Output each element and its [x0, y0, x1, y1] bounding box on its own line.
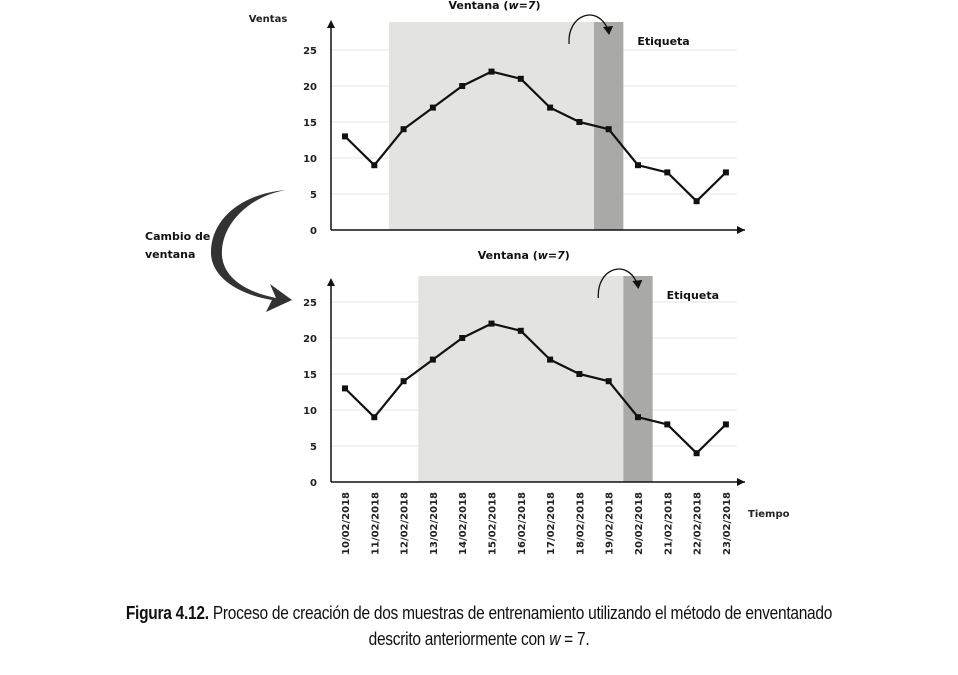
data-point [605, 126, 612, 133]
data-point [693, 198, 700, 205]
shift-arrow-icon [568, 14, 609, 45]
data-point [400, 126, 407, 133]
series-line [344, 322, 727, 455]
y-axis-title: Ventas [249, 14, 288, 25]
data-point [488, 68, 495, 75]
y-tick-label: 10 [303, 406, 317, 417]
y-tick-label: 5 [310, 442, 317, 453]
x-tick-label: 23/02/2018 [722, 492, 733, 555]
figure-caption: Figura 4.12. Proceso de creación de dos … [67, 600, 891, 652]
window-region [418, 276, 624, 482]
caption-variable: w [549, 629, 561, 649]
caption-text-line2a: descrito anteriormente con [368, 629, 550, 649]
data-point [576, 371, 583, 377]
chart-top: 0 5 10 15 20 25 Ventas Ventana (w=7) Etiqueta [249, 0, 745, 237]
transition-text-line1: Cambio de [145, 230, 210, 243]
y-tick-label: 20 [303, 82, 317, 93]
data-point [722, 421, 729, 428]
y-tick-label: 0 [310, 478, 317, 489]
y-axis-arrow-icon [327, 278, 335, 286]
series-line [344, 70, 727, 203]
data-point [429, 356, 436, 363]
data-point [342, 133, 348, 140]
shift-arrow-icon [597, 268, 638, 299]
caption-text-line2b: = 7. [560, 629, 590, 649]
data-point [371, 162, 378, 169]
x-tick-label: 13/02/2018 [429, 492, 440, 555]
label-text: Etiqueta [667, 289, 719, 302]
y-tick-label: 0 [310, 226, 317, 237]
label-text: Etiqueta [637, 35, 689, 48]
y-axis-arrow-icon [327, 20, 335, 28]
data-point [722, 169, 729, 176]
x-tick-label: 11/02/2018 [370, 492, 381, 555]
x-tick-label: 15/02/2018 [488, 492, 499, 555]
data-point [664, 421, 671, 428]
data-point [429, 104, 436, 111]
x-axis-arrow-icon [737, 226, 745, 234]
y-tick-label: 25 [303, 46, 317, 57]
window-region [388, 22, 595, 230]
x-axis-title: Tiempo [748, 509, 790, 520]
shift-arrowhead-icon [632, 280, 643, 289]
caption-label: Figura 4.12. [125, 603, 209, 623]
shift-arrowhead-icon [603, 26, 614, 35]
x-tick-label: 21/02/2018 [663, 492, 674, 555]
window-label: Ventana (w=7) [478, 249, 570, 262]
data-point [517, 327, 524, 334]
x-tick-label: 10/02/2018 [341, 492, 352, 555]
chart-bottom: 0 5 10 15 20 25 Ventana (w=7) Etiqueta 10/02/201… [303, 249, 790, 555]
y-tick-label: 25 [303, 298, 317, 309]
y-tick-label: 5 [310, 190, 317, 201]
data-point [547, 356, 554, 363]
x-tick-label: 17/02/2018 [546, 492, 557, 555]
data-point [517, 75, 524, 82]
window-label: Ventana (w=7) [448, 0, 540, 12]
data-point [488, 320, 495, 327]
figure: 0 5 10 15 20 25 Ventas Ventana (w=7) Etiqueta 0 5… [145, 0, 790, 555]
x-tick-label: 18/02/2018 [575, 492, 586, 555]
data-point [400, 378, 407, 385]
data-point [547, 104, 554, 111]
data-point [605, 378, 612, 385]
caption-text-line1: Proceso de creación de dos muestras de e… [208, 603, 833, 623]
window-shift-arrow-icon [210, 190, 292, 312]
label-region [623, 276, 653, 482]
x-axis-arrow-icon [737, 478, 745, 486]
data-point [576, 119, 583, 125]
data-point [664, 169, 671, 176]
y-tick-label: 20 [303, 334, 317, 345]
y-tick-label: 10 [303, 154, 317, 165]
x-tick-label: 19/02/2018 [605, 492, 616, 555]
data-point [459, 83, 466, 89]
data-point [693, 450, 700, 457]
x-tick-label: 16/02/2018 [517, 492, 528, 555]
data-point [635, 414, 641, 421]
x-tick-label: 22/02/2018 [693, 492, 704, 555]
data-point [342, 385, 348, 392]
y-tick-label: 15 [303, 370, 317, 381]
data-point [371, 414, 378, 421]
y-tick-label: 15 [303, 118, 317, 129]
data-point [459, 335, 466, 341]
x-tick-label: 14/02/2018 [458, 492, 469, 555]
x-tick-label: 12/02/2018 [400, 492, 411, 555]
data-point [635, 162, 641, 169]
x-tick-label: 20/02/2018 [634, 492, 645, 555]
transition-text-line2: ventana [145, 248, 195, 261]
